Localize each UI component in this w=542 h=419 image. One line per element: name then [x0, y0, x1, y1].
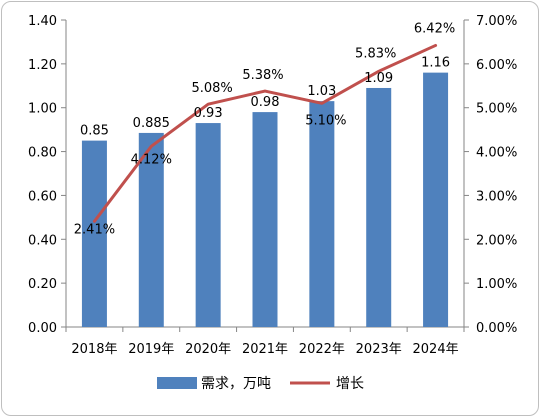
x-tick-label: 2018年: [71, 342, 117, 357]
y-left-tick-label: 0.00: [28, 321, 57, 336]
bar: [309, 101, 335, 327]
bar-series: [81, 72, 449, 327]
line-data-label: 5.08%: [191, 81, 232, 96]
x-tick-label: 2024年: [413, 342, 459, 357]
y-right-tick-label: 6.00%: [476, 58, 517, 73]
x-tick-label: 2020年: [185, 342, 231, 357]
bar-data-label: 0.98: [251, 95, 280, 110]
y-left-tick-label: 0.60: [28, 189, 57, 204]
legend: 需求，万吨 增长: [157, 376, 364, 392]
y-left-tick-label: 1.40: [28, 14, 57, 29]
line-series: [92, 43, 438, 223]
bar-data-label: 1.16: [421, 56, 450, 71]
line-data-label: 5.83%: [355, 46, 396, 61]
x-tick-label: 2021年: [242, 342, 288, 357]
data-labels: 0.85 0.885 0.93 0.98 1.03 1.09 1.16 2.41% 4.12% 5…: [74, 21, 455, 237]
bar-data-label: 0.885: [133, 116, 170, 131]
y-left-tick-label: 1.20: [28, 58, 57, 73]
y-left-tick-label: 0.20: [28, 277, 57, 292]
bar: [138, 132, 164, 327]
legend-label-demand: 需求，万吨: [201, 376, 271, 392]
bar: [423, 72, 449, 327]
y-right-tick-label: 1.00%: [476, 277, 517, 292]
line-data-label: 6.42%: [414, 21, 455, 36]
line-data-label: 5.38%: [242, 68, 283, 83]
x-tick-label: 2023年: [356, 342, 402, 357]
legend-swatch-demand: [157, 377, 197, 389]
y-right-tick-label: 3.00%: [476, 189, 517, 204]
y-right-tick-label: 4.00%: [476, 146, 517, 161]
bar: [366, 87, 392, 327]
y-right-tick-label: 5.00%: [476, 102, 517, 117]
bar-data-label: 0.85: [80, 124, 109, 139]
y-right-tick-label: 0.00%: [476, 321, 517, 336]
x-tick-label: 2022年: [299, 342, 345, 357]
bar: [252, 112, 278, 327]
bar-data-label: 1.03: [307, 84, 336, 99]
bar-data-label: 1.09: [364, 71, 393, 86]
y-left-tick-label: 0.80: [28, 146, 57, 161]
line-data-label: 2.41%: [74, 222, 115, 237]
axes: 0.00 0.20 0.40 0.60 0.80 1.00 1.20 1.40 0.00% 1.0…: [28, 14, 517, 357]
y-right-tick-label: 2.00%: [476, 233, 517, 248]
bar-data-label: 0.93: [194, 106, 223, 121]
line-data-label: 4.12%: [131, 152, 172, 167]
x-tick-label: 2019年: [128, 342, 174, 357]
y-right-tick-label: 7.00%: [476, 14, 517, 29]
y-left-tick-label: 0.40: [28, 233, 57, 248]
bar: [81, 140, 107, 327]
legend-label-growth: 增长: [336, 376, 364, 392]
bar: [195, 123, 221, 327]
line-data-label: 5.10%: [305, 113, 346, 128]
y-left-tick-label: 1.00: [28, 102, 57, 117]
